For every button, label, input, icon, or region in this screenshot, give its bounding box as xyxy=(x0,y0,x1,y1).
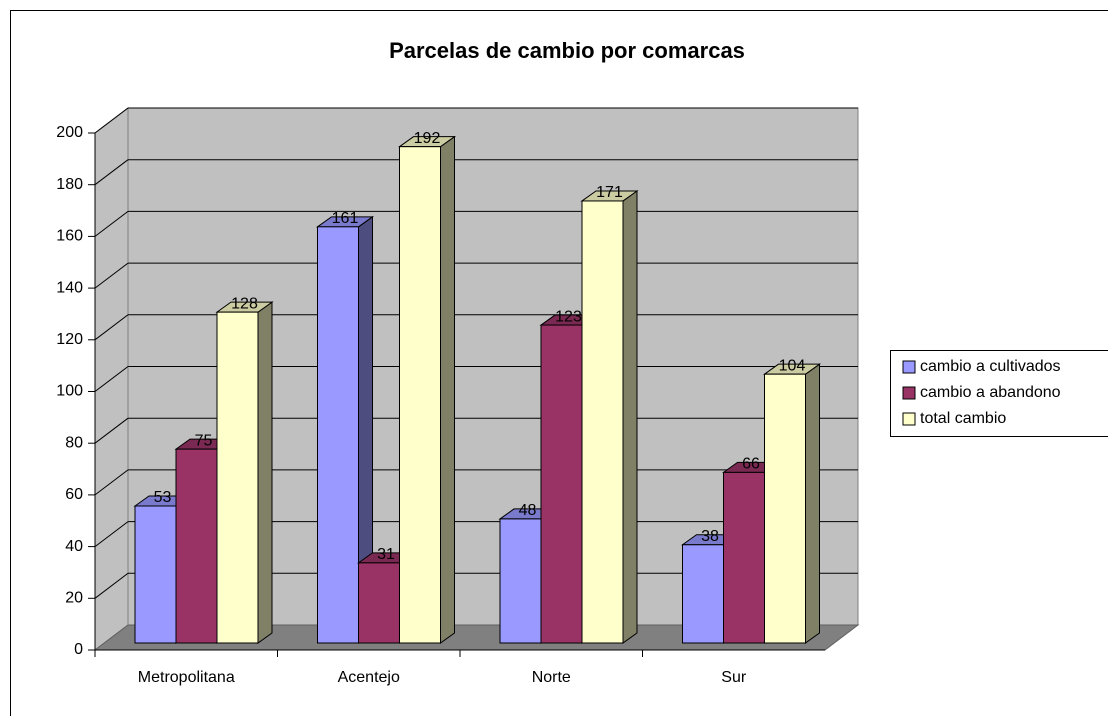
bar xyxy=(134,505,177,644)
legend-label: cambio a abandono xyxy=(920,384,1061,401)
data-label: 192 xyxy=(414,130,441,147)
bar xyxy=(317,226,359,644)
grid-line xyxy=(94,107,129,134)
x-tick-label: Norte xyxy=(532,669,571,686)
bar xyxy=(399,146,441,644)
grid-line xyxy=(94,211,129,237)
grid-line xyxy=(94,521,129,547)
bar xyxy=(682,544,724,644)
grid-line xyxy=(94,572,129,599)
bar xyxy=(723,471,765,644)
data-label: 66 xyxy=(742,456,760,473)
data-label: 48 xyxy=(519,502,537,519)
data-label: 123 xyxy=(555,308,582,325)
chart-title: Parcelas de cambio por comarcas xyxy=(389,38,745,63)
bar xyxy=(216,311,259,644)
legend-swatch xyxy=(902,386,916,400)
legend xyxy=(890,350,1108,437)
y-tick-label: 120 xyxy=(56,331,83,348)
y-tick-label: 180 xyxy=(56,176,83,193)
x-tick-label: Metropolitana xyxy=(138,669,235,686)
bar xyxy=(581,200,624,644)
y-tick-label: 160 xyxy=(56,228,83,245)
grid-line xyxy=(94,366,129,392)
grid-line xyxy=(94,262,129,289)
data-label: 53 xyxy=(154,489,172,506)
grid-line xyxy=(94,314,129,341)
y-tick-label: 140 xyxy=(56,279,83,296)
y-tick-label: 0 xyxy=(74,641,83,658)
bar xyxy=(499,518,542,644)
bar-side xyxy=(440,135,455,644)
data-label: 161 xyxy=(332,210,359,227)
y-tick-label: 20 xyxy=(65,590,83,607)
y-tick-label: 200 xyxy=(56,124,83,141)
bar-side xyxy=(622,189,638,644)
legend-swatch xyxy=(902,412,916,426)
y-tick-label: 40 xyxy=(65,538,83,555)
data-label: 31 xyxy=(377,546,395,563)
y-tick-label: 100 xyxy=(56,383,83,400)
bar-side xyxy=(257,301,273,644)
legend-label: total cambio xyxy=(920,410,1006,427)
data-label: 75 xyxy=(195,432,213,449)
data-label: 104 xyxy=(779,357,806,374)
grid-line xyxy=(94,159,129,186)
data-label: 38 xyxy=(701,528,719,545)
data-label: 171 xyxy=(596,184,623,201)
y-tick-label: 60 xyxy=(65,486,83,503)
bar xyxy=(175,448,218,644)
x-tick-label: Acentejo xyxy=(338,669,400,686)
legend-swatch xyxy=(902,360,916,374)
bar xyxy=(540,324,583,644)
bar-side xyxy=(805,363,820,644)
x-tick-label: Sur xyxy=(721,669,747,686)
grid-line xyxy=(94,469,129,496)
data-label: 128 xyxy=(231,295,258,312)
legend-label: cambio a cultivados xyxy=(920,358,1061,375)
grid-line xyxy=(94,417,129,444)
y-tick-label: 80 xyxy=(65,434,83,451)
bar xyxy=(358,562,400,644)
bar xyxy=(764,373,806,644)
